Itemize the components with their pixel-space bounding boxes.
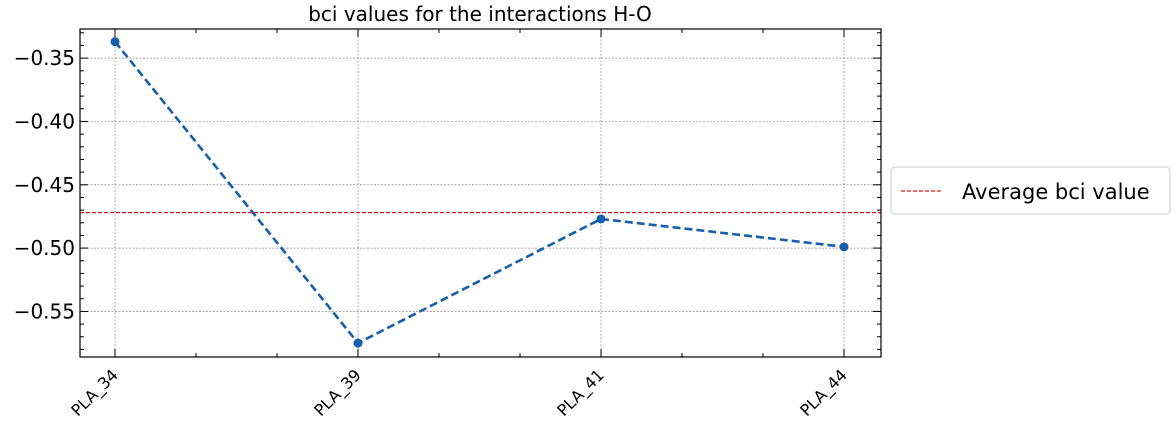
legend-box bbox=[890, 166, 1171, 215]
x-tick-label: PLA_34 bbox=[67, 365, 122, 420]
data-point bbox=[353, 338, 363, 348]
chart-title: bci values for the interactions H-O bbox=[308, 2, 652, 26]
legend: Average bci value bbox=[890, 166, 1171, 215]
x-tick-labels: PLA_34 PLA_39 PLA_41 PLA_44 bbox=[67, 365, 851, 420]
data-point bbox=[596, 214, 606, 224]
ticks bbox=[80, 29, 881, 357]
grid bbox=[80, 29, 881, 357]
x-tick-label: PLA_41 bbox=[553, 365, 608, 420]
x-tick-label: PLA_39 bbox=[310, 365, 365, 420]
y-tick-label: −0.40 bbox=[14, 109, 75, 133]
series-layer bbox=[110, 37, 849, 348]
data-point bbox=[110, 37, 120, 47]
y-tick-label: −0.35 bbox=[14, 46, 75, 70]
y-tick-labels: −0.35 −0.40 −0.45 −0.50 −0.55 bbox=[14, 46, 75, 323]
y-tick-label: −0.50 bbox=[14, 236, 75, 260]
legend-label-average: Average bci value bbox=[962, 180, 1150, 204]
plot-frame bbox=[79, 28, 882, 358]
series-line bbox=[113, 40, 845, 345]
y-tick-label: −0.55 bbox=[14, 299, 75, 323]
data-point bbox=[839, 242, 849, 252]
y-tick-label: −0.45 bbox=[14, 173, 75, 197]
x-tick-label: PLA_44 bbox=[796, 365, 851, 420]
